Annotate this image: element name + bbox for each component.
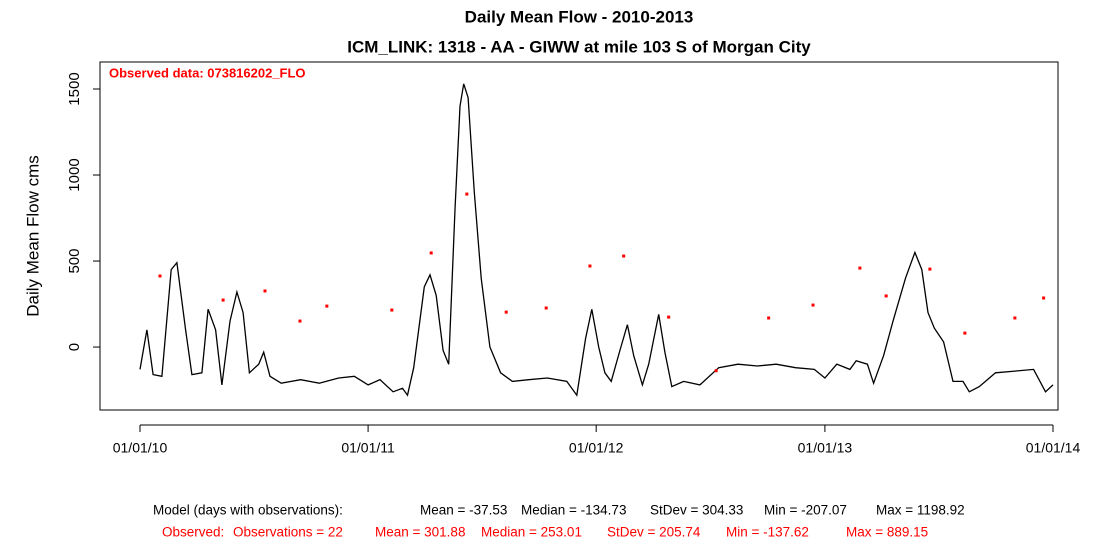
plot-frame: [99, 61, 1059, 411]
observed-point: [158, 274, 162, 278]
stats-text: StDev = 304.33: [650, 503, 743, 518]
observed-point: [1013, 316, 1017, 320]
observed-point: [544, 306, 548, 310]
stats-text: Mean = -37.53: [420, 503, 507, 518]
observed-point: [390, 308, 394, 312]
observed-point: [884, 294, 888, 298]
x-tick-label: 01/01/10: [113, 440, 168, 456]
observed-point: [588, 264, 592, 268]
annotation: Observed data: 073816202_FLO: [109, 65, 306, 80]
observed-point: [811, 303, 815, 307]
observed-point: [858, 266, 862, 270]
observed-point: [263, 289, 267, 293]
observed-point: [504, 310, 508, 314]
observed-point: [465, 192, 469, 196]
x-tick-label: 01/01/11: [341, 440, 395, 456]
stats-text: Max = 1198.92: [876, 503, 965, 518]
x-tick-label: 01/01/13: [798, 440, 853, 456]
x-tick-label: 01/01/14: [1026, 440, 1081, 456]
stats-text: Median = -134.73: [521, 503, 626, 518]
observed-point: [714, 369, 718, 373]
y-tick-label: 0: [66, 343, 83, 351]
observed-point: [325, 304, 329, 308]
stats-text: Min = -207.07: [764, 503, 847, 518]
chart-subtitle: ICM_LINK: 1318 - AA - GIWW at mile 103 S…: [347, 37, 811, 56]
stats-text: Model (days with observations):: [153, 503, 343, 518]
stats-text: Observed:: [162, 525, 224, 540]
stats-text: StDev = 205.74: [607, 525, 701, 540]
x-tick-label: 01/01/12: [569, 440, 624, 456]
y-tick-label: 1000: [66, 158, 83, 191]
y-tick-label: 1500: [66, 72, 83, 105]
y-axis-label: Daily Mean Flow cms: [23, 155, 42, 317]
observed-point: [767, 316, 771, 320]
observed-point: [1042, 296, 1046, 300]
stats-text: Min = -137.62: [726, 525, 809, 540]
stats-text: Max = 889.15: [846, 525, 928, 540]
stats-text: Observations = 22: [233, 525, 343, 540]
observed-point: [429, 251, 433, 255]
observed-point: [667, 315, 671, 319]
stats-text: Mean = 301.88: [375, 525, 465, 540]
y-tick-label: 500: [66, 249, 83, 274]
stats-text: Median = 253.01: [481, 525, 582, 540]
observed-point: [963, 331, 967, 335]
observed-point: [298, 319, 302, 323]
observed-point: [221, 298, 225, 302]
observed-point: [622, 254, 626, 258]
chart-title: Daily Mean Flow - 2010-2013: [465, 7, 694, 26]
model-line: [139, 83, 1054, 397]
observed-point: [928, 267, 932, 271]
